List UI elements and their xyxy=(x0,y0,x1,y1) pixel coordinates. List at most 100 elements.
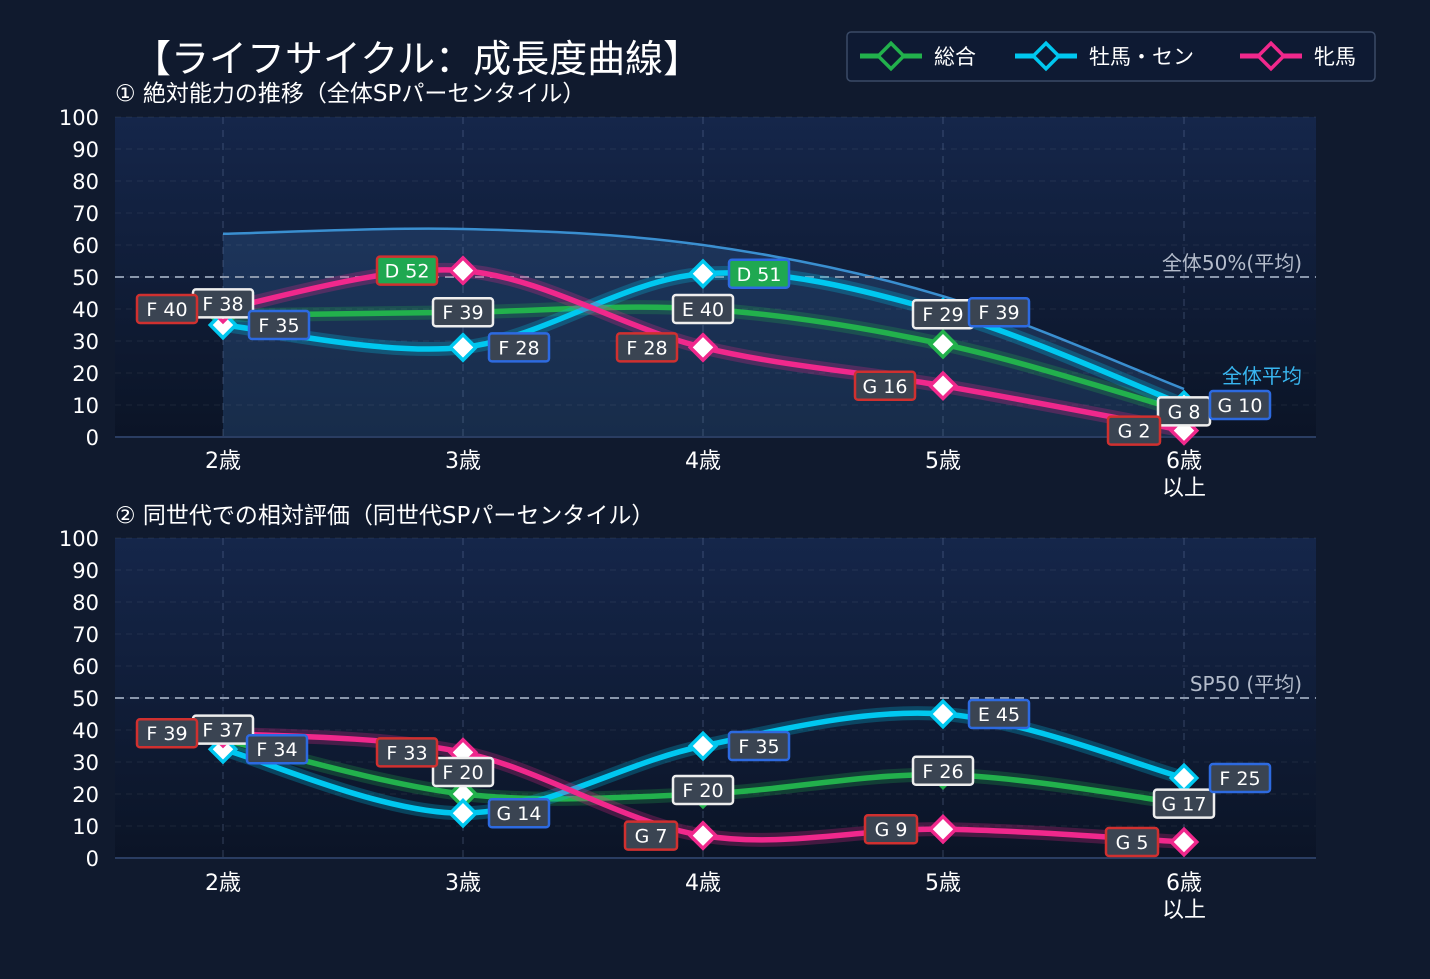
panel-relative: 0 10 20 30 40 50 60 70 80 90 100 SP50 (平均) ② 同世代での相対… xyxy=(59,503,1316,923)
panel-title: ① 絶対能力の推移（全体SPパーセンタイル） xyxy=(115,81,585,107)
y-tick-label: 100 xyxy=(59,106,99,130)
data-label-box xyxy=(615,332,679,363)
y-tick-label: 80 xyxy=(72,591,99,615)
figure-title: 【ライフサイクル：成長度曲線】 xyxy=(133,37,701,81)
data-label: F 35 xyxy=(738,736,779,758)
data-label: G 7 xyxy=(635,826,668,848)
y-tick-label: 80 xyxy=(72,170,99,194)
data-label: F 25 xyxy=(1219,768,1260,790)
data-label-box xyxy=(245,733,309,765)
data-label: E 40 xyxy=(682,299,724,321)
data-label: G 17 xyxy=(1162,794,1207,816)
data-label: G 8 xyxy=(1168,401,1201,423)
data-label: F 28 xyxy=(498,337,539,359)
data-label: F 39 xyxy=(442,302,483,324)
data-label-box xyxy=(1106,415,1162,446)
data-label: F 28 xyxy=(626,337,667,359)
data-label-box xyxy=(1208,389,1272,421)
y-tick-label: 20 xyxy=(72,783,99,807)
data-label: F 29 xyxy=(922,304,963,326)
y-tick-label: 100 xyxy=(59,527,99,551)
data-label: G 9 xyxy=(875,819,908,841)
data-point-marker xyxy=(1168,762,1200,794)
data-label-box xyxy=(727,730,791,762)
data-label-box xyxy=(1208,762,1272,794)
legend-box xyxy=(846,31,1376,82)
data-label-box xyxy=(487,797,551,829)
data-label-box xyxy=(431,296,495,328)
legend-entry-label: 総合 xyxy=(934,45,976,69)
data-label: F 38 xyxy=(202,293,243,315)
data-label: F 37 xyxy=(202,720,243,742)
data-label: F 35 xyxy=(258,315,299,337)
y-tick-label: 90 xyxy=(72,559,99,583)
data-label: F 20 xyxy=(442,762,483,784)
data-label-box xyxy=(1152,788,1216,819)
y-tick-label: 60 xyxy=(72,234,99,258)
panel-absolute: 全体平均 0 10 20 30 40 50 60 70 80 90 100 全体50%(平均) ① 絶対能… xyxy=(59,81,1316,501)
data-point-marker xyxy=(1168,826,1200,858)
data-point-marker xyxy=(687,820,719,851)
y-tick-label: 30 xyxy=(72,751,99,775)
y-tick-label: 30 xyxy=(72,330,99,354)
data-label-box xyxy=(375,737,439,768)
data-label: F 39 xyxy=(146,723,187,745)
data-label: F 34 xyxy=(256,739,297,761)
reference-line-label: 全体50%(平均) xyxy=(1162,251,1302,275)
data-point-marker xyxy=(447,797,479,829)
y-tick-label: 10 xyxy=(72,394,99,418)
y-tick-label: 90 xyxy=(72,138,99,162)
average-curve-line xyxy=(222,227,1185,391)
data-label: G 16 xyxy=(863,376,908,398)
reference-line-label: SP50 (平均) xyxy=(1190,672,1302,696)
data-point-marker xyxy=(447,255,479,286)
y-tick-label: 0 xyxy=(86,426,99,450)
legend-entry-label: 牝馬 xyxy=(1314,45,1356,69)
data-point-marker xyxy=(447,332,479,363)
data-point-marker xyxy=(927,328,959,360)
x-tick-label: 5歳 xyxy=(925,449,961,474)
data-label: D 52 xyxy=(385,261,430,283)
data-label-box xyxy=(967,296,1031,328)
data-label: F 33 xyxy=(386,742,427,764)
y-tick-label: 20 xyxy=(72,362,99,386)
x-tick-label: 以上 xyxy=(1162,898,1206,923)
x-tick-label: 以上 xyxy=(1162,476,1206,501)
data-label: F 20 xyxy=(682,780,723,802)
y-tick-label: 60 xyxy=(72,655,99,679)
data-label-box xyxy=(671,774,735,806)
data-point-marker xyxy=(687,332,719,363)
data-label: G 10 xyxy=(1218,395,1263,417)
y-tick-label: 50 xyxy=(72,687,99,711)
data-label-box xyxy=(487,332,551,363)
y-tick-label: 70 xyxy=(72,623,99,647)
legend-marker-icon xyxy=(875,40,907,72)
data-label-box xyxy=(967,698,1031,730)
data-label-box xyxy=(623,820,679,851)
legend-marker-icon xyxy=(1030,40,1062,72)
data-label: F 40 xyxy=(146,299,187,321)
data-label-box xyxy=(135,293,199,325)
data-label-box xyxy=(727,258,791,290)
data-label-box xyxy=(431,756,495,788)
data-label: G 14 xyxy=(497,803,542,825)
average-curve-label: 全体平均 xyxy=(1222,364,1302,388)
data-point-marker xyxy=(927,698,959,730)
data-point-marker xyxy=(687,730,719,762)
x-tick-label: 3歳 xyxy=(445,871,481,896)
data-label-box xyxy=(1104,826,1160,858)
y-tick-label: 40 xyxy=(72,719,99,743)
x-tick-label: 4歳 xyxy=(685,871,721,896)
data-point-marker xyxy=(447,778,479,810)
x-tick-label: 6歳 xyxy=(1166,871,1202,896)
x-tick-label: 3歳 xyxy=(445,449,481,474)
y-tick-label: 40 xyxy=(72,298,99,322)
data-label: G 2 xyxy=(1118,421,1151,443)
data-label: F 26 xyxy=(922,761,963,783)
data-label: D 51 xyxy=(737,264,782,286)
data-point-marker xyxy=(927,370,959,402)
data-label: G 5 xyxy=(1116,832,1149,854)
y-tick-label: 10 xyxy=(72,815,99,839)
